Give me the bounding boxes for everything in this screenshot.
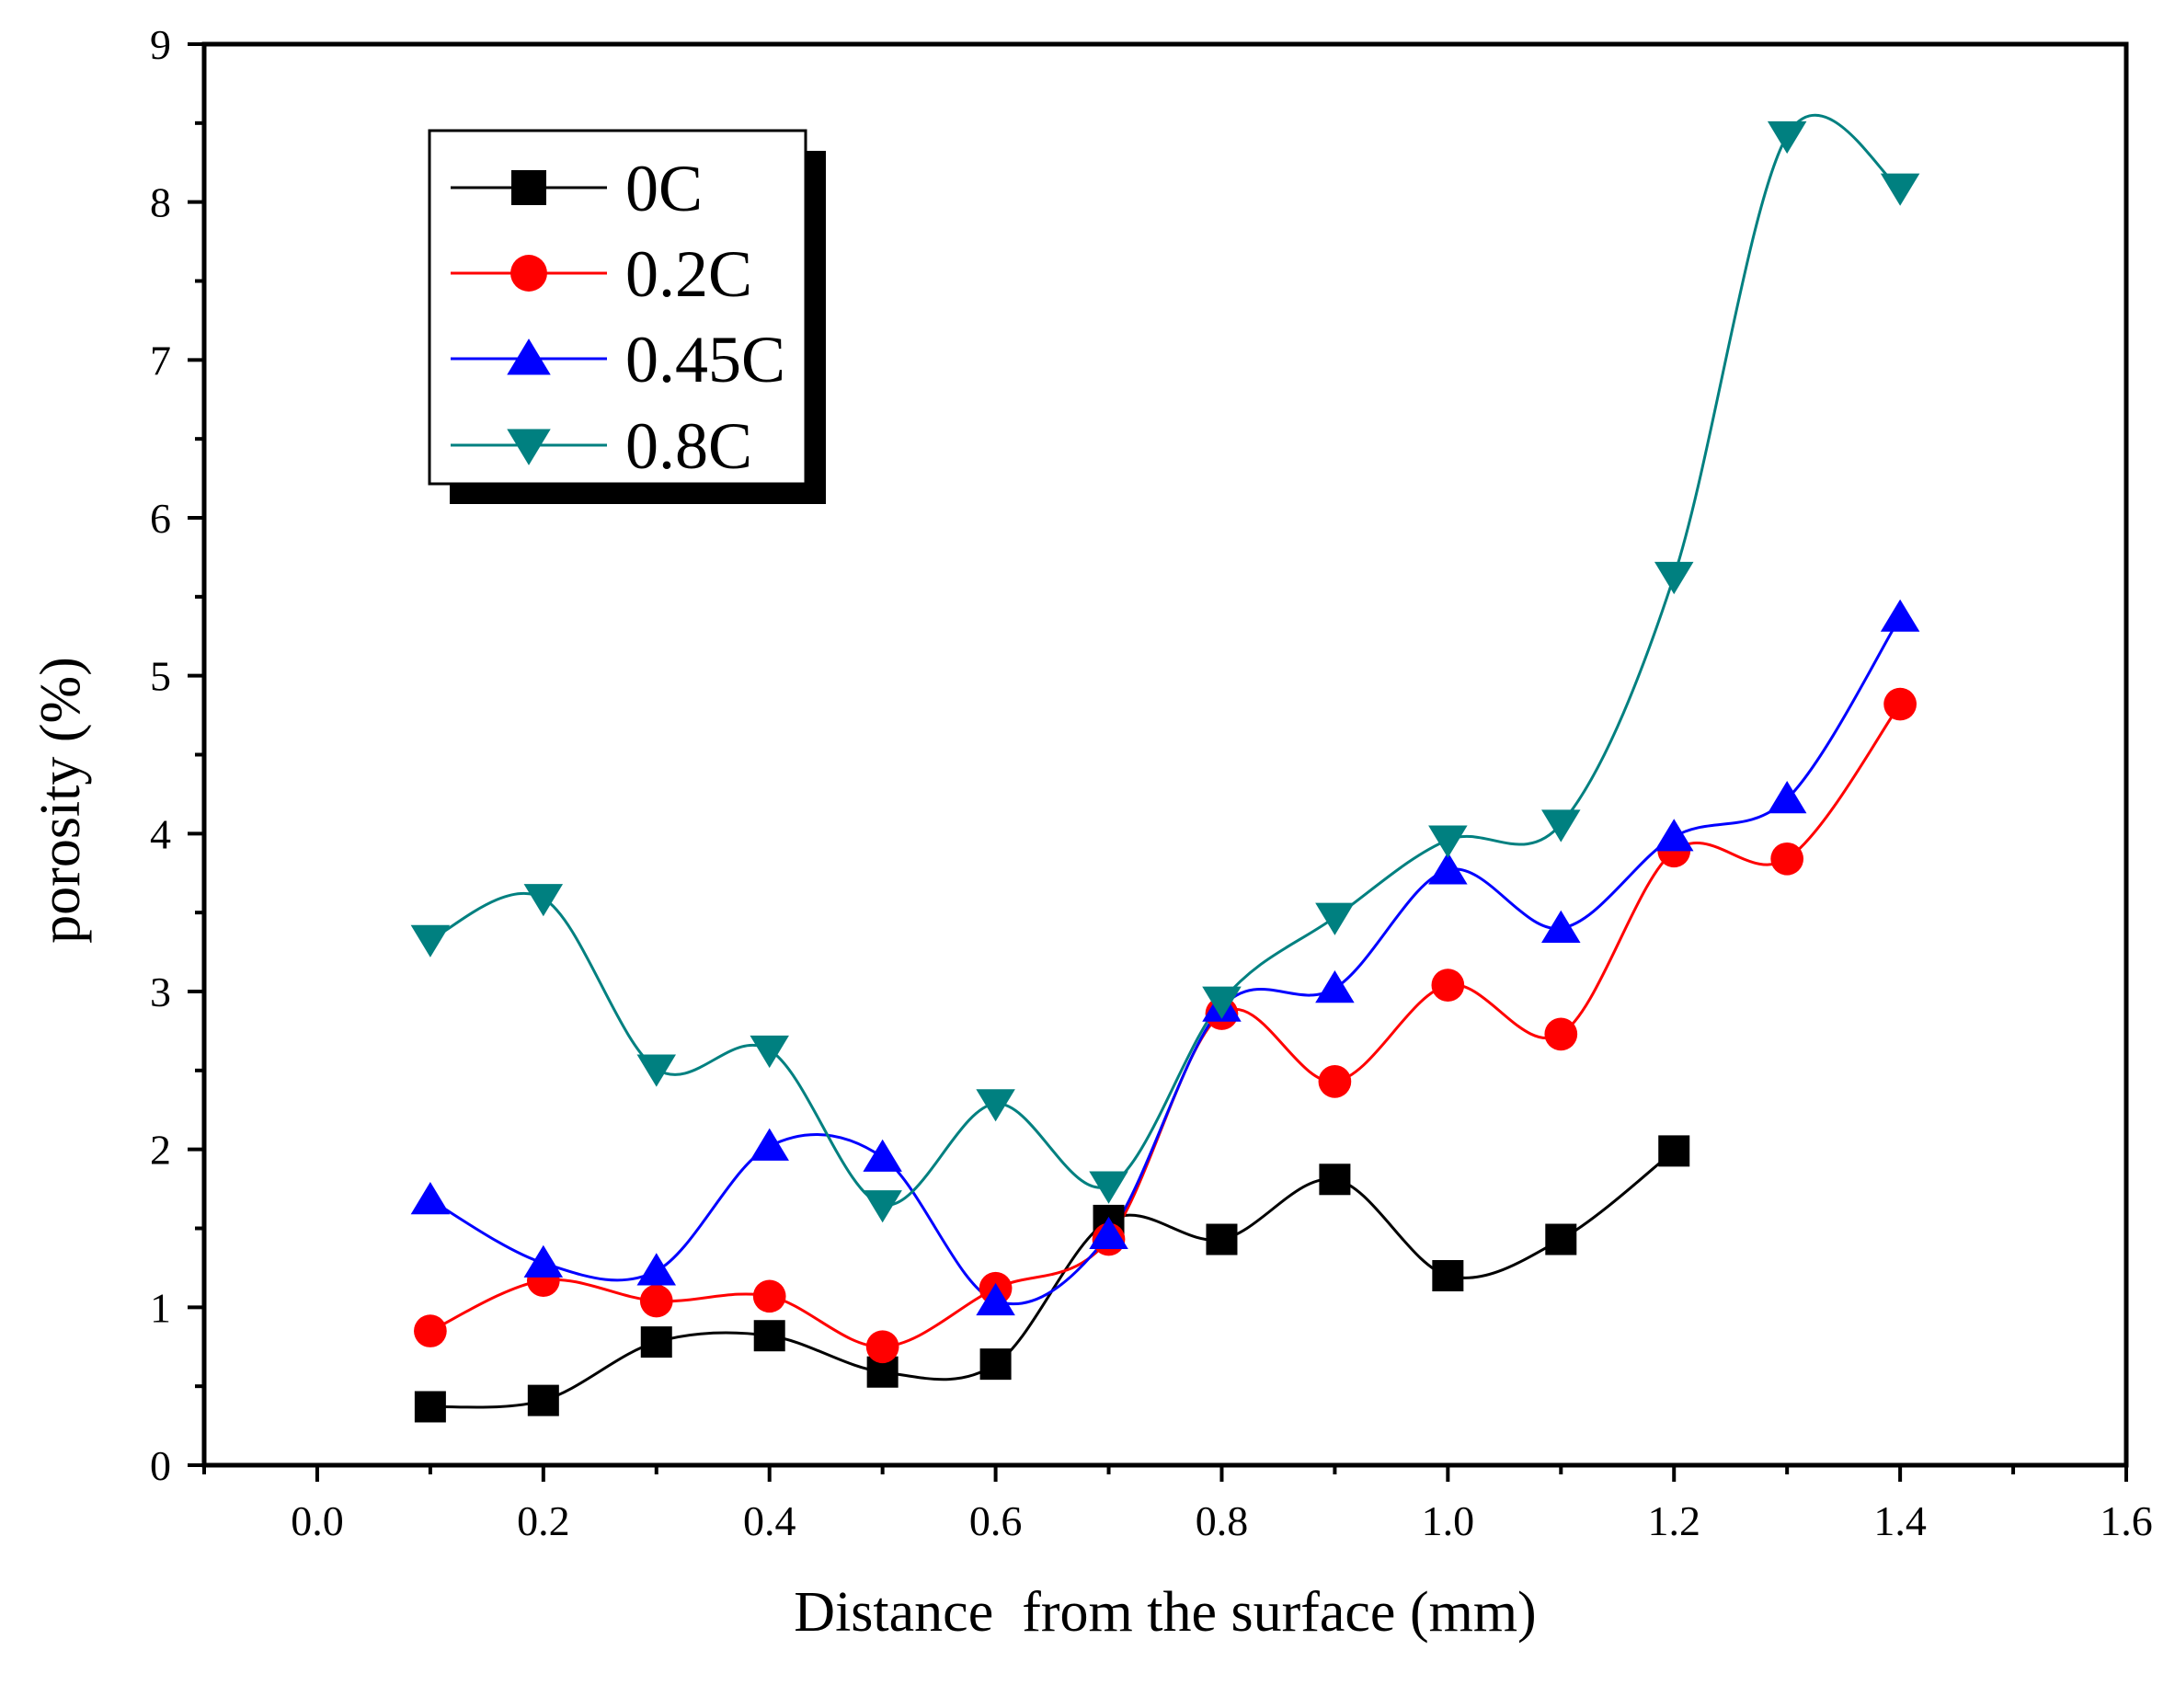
x-tick-label: 1.2 [1647,1497,1700,1544]
x-tick-label: 1.4 [1873,1497,1927,1544]
data-point [523,884,564,917]
data-point [1202,986,1242,1019]
series-line-2 [429,616,1902,1306]
ticks-layer: 0.0 0.2 0.4 0.6 0.8 1.0 1.2 1.4 1.6 0 1 2 3 4 5 6 7 8 9 [150,21,2153,1544]
legend-label: 0.45C [625,323,785,396]
legend-entry-3: 0.8C [451,409,752,483]
data-point [1319,1164,1351,1196]
y-tick-label: 0 [150,1442,171,1489]
x-tick-label: 0.6 [969,1497,1023,1544]
legend-entry-1: 0.2C [451,237,752,311]
data-point [527,1384,559,1416]
data-point [1089,1171,1128,1204]
x-tick-label: 0.0 [291,1497,344,1544]
data-point [1880,599,1920,632]
y-tick-label: 4 [150,810,171,857]
data-point [750,1128,789,1161]
y-tick-label: 3 [150,969,171,1015]
data-point [979,1348,1012,1381]
y-tick-label: 8 [150,179,171,226]
data-point [1431,969,1465,1002]
legend-entry-2: 0.45C [451,323,785,396]
data-point [1318,1065,1352,1098]
legend-label: 0.2C [625,237,752,311]
data-point [863,1190,902,1223]
data-point [414,1314,447,1347]
data-point [1767,781,1807,814]
data-point [1767,120,1807,155]
legend-box [428,129,807,486]
y-tick-label: 1 [150,1284,171,1331]
data-point [1206,1223,1238,1255]
data-point [1654,819,1694,852]
y-tick-label: 7 [150,337,171,384]
x-tick-label: 0.8 [1196,1497,1249,1544]
data-point [1770,842,1804,876]
plot-frame [201,41,2129,1468]
series-line-1 [429,703,1902,1348]
data-point [1428,825,1468,858]
data-point [1428,852,1468,885]
y-tick-label: 2 [150,1127,171,1174]
series-line-3 [429,113,1901,1207]
data-point [976,1089,1015,1122]
data-point [1658,1135,1690,1167]
x-tick-label: 0.2 [517,1497,570,1544]
data-point [1544,1017,1578,1051]
data-point [414,1391,446,1423]
legend: 0C 0.2C 0.45C 0.8C [428,129,826,504]
data-point [750,1035,789,1069]
data-point [752,1279,786,1313]
y-tick-label: 5 [150,653,171,700]
legend-marker [511,170,546,205]
data-point [1545,1223,1577,1255]
data-point [410,1182,451,1215]
data-point [1541,809,1581,843]
x-tick-label: 0.4 [743,1497,796,1544]
legend-marker [510,255,547,292]
data-point [1880,173,1920,206]
y-tick-label: 6 [150,495,171,542]
data-point [636,1054,677,1087]
data-point [639,1284,673,1318]
series-markers-3 [410,120,1920,1223]
data-point [636,1253,677,1286]
data-point [1315,902,1355,935]
series-markers-1 [414,687,1917,1364]
data-point [523,1244,564,1278]
data-point [640,1326,672,1358]
data-point [753,1320,785,1352]
y-tick-label: 9 [150,21,171,68]
data-point [410,924,451,957]
legend-marker [507,338,551,375]
legend-entry-0: 0C [451,152,703,225]
x-tick-label: 1.6 [2100,1497,2153,1544]
data-point [863,1139,902,1172]
data-point [1654,561,1694,595]
data-point [1541,910,1581,943]
data-point [865,1330,899,1364]
legend-label: 0C [625,152,703,225]
data-point [1883,687,1917,721]
series-markers-2 [410,599,1920,1316]
data-point [1089,1216,1128,1250]
series-layer [410,113,1920,1423]
x-tick-label: 1.0 [1422,1497,1475,1544]
y-axis-title: porosity (%) [29,657,92,944]
legend-marker [507,429,551,465]
data-point [976,1282,1015,1316]
x-axis-title: Distance from the surface (mm) [794,1581,1536,1644]
data-point [1315,970,1355,1003]
legend-label: 0.8C [625,409,752,483]
data-point [1432,1260,1464,1291]
